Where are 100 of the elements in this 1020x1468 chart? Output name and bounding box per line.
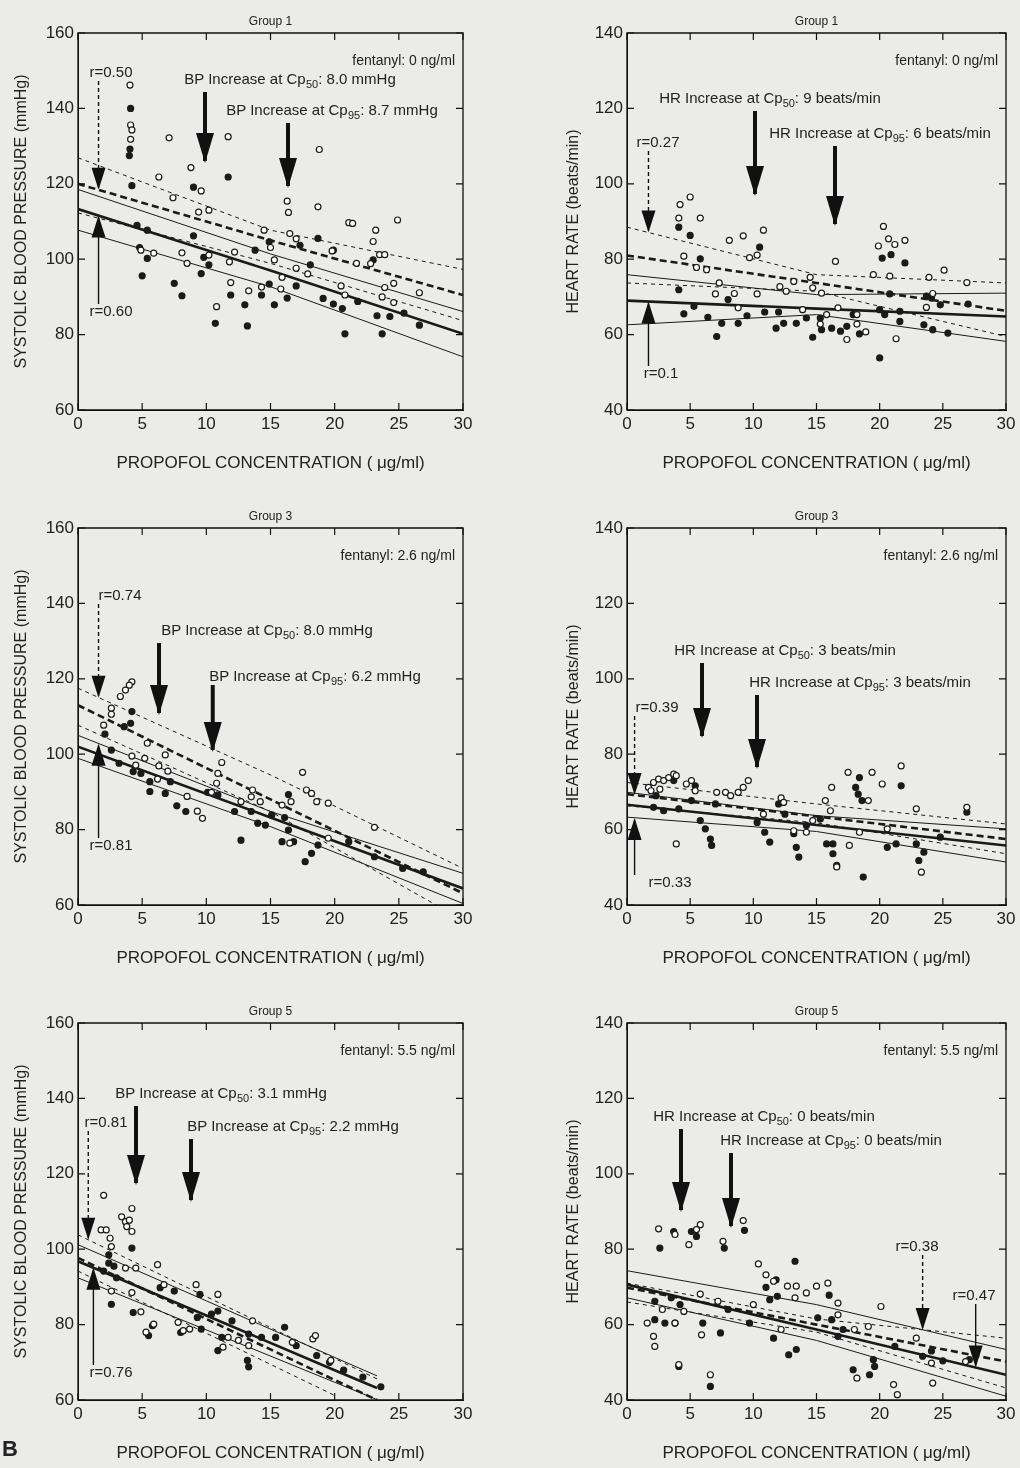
text: fentanyl: 5.5 ng/ml <box>340 1041 456 1058</box>
text: fentanyl: 0 ng/ml <box>895 51 999 68</box>
x-tick-label: 20 <box>325 413 345 433</box>
x-tick-label: 20 <box>325 1403 345 1423</box>
x-tick-label: 15 <box>807 908 826 928</box>
y-tick-label: 60 <box>604 324 623 344</box>
y-tick-label: 120 <box>594 1088 623 1108</box>
annotation: r=0.39 <box>635 698 679 716</box>
annotation: r=0.33 <box>648 873 692 891</box>
y-tick-label: 60 <box>55 1389 74 1409</box>
y-tick-label: 120 <box>594 593 623 613</box>
y-tick-label: 120 <box>45 173 74 193</box>
y-tick-label: 140 <box>594 1012 623 1032</box>
y-tick-label: 100 <box>45 248 74 268</box>
annotation: r=0.81 <box>89 836 133 854</box>
x-tick-label: 30 <box>996 413 1016 433</box>
x-tick-label: 20 <box>325 908 345 928</box>
x-tick-label: 20 <box>870 413 890 433</box>
x-tick-label: 15 <box>261 1403 280 1423</box>
y-tick-label: 140 <box>45 593 74 613</box>
x-axis-title: PROPOFOL CONCENTRATION ( μg/ml) <box>116 948 425 968</box>
x-tick-label: 20 <box>870 908 890 928</box>
chart-title: Group 5 <box>248 1004 293 1019</box>
x-tick-label: 25 <box>389 413 409 433</box>
x-tick-label: 20 <box>870 1403 890 1423</box>
x-tick-label: 10 <box>196 908 216 928</box>
x-tick-label: 0 <box>622 413 632 433</box>
y-tick-label: 120 <box>45 1163 74 1183</box>
y-tick-label: 100 <box>45 743 74 763</box>
y-tick-label: 80 <box>55 819 74 839</box>
x-axis-title: PROPOFOL CONCENTRATION ( μg/ml) <box>662 453 971 473</box>
x-tick-label: 25 <box>933 413 953 433</box>
x-tick-label: 5 <box>685 1403 695 1423</box>
y-tick-label: 80 <box>55 1314 74 1334</box>
x-tick-label: 25 <box>933 1403 953 1423</box>
x-tick-label: 15 <box>261 908 280 928</box>
chart-title: Group 1 <box>248 14 293 29</box>
y-tick-label: 100 <box>594 1163 623 1183</box>
annotation: r=0.74 <box>98 586 142 604</box>
x-tick-label: 30 <box>996 908 1016 928</box>
y-tick-label: 80 <box>604 1238 623 1258</box>
y-tick-label: 140 <box>594 517 623 537</box>
text: fentanyl: 5.5 ng/ml <box>883 1041 999 1058</box>
x-tick-label: 30 <box>453 908 473 928</box>
y-axis-title: HEART RATE (beats/min) <box>564 129 582 314</box>
y-axis-title: SYSTOLIC BLOOD PRESSURE (mmHg) <box>12 569 30 864</box>
x-axis-title: PROPOFOL CONCENTRATION ( μg/ml) <box>116 453 425 473</box>
y-tick-label: 40 <box>604 399 623 419</box>
x-tick-label: 15 <box>261 413 280 433</box>
annotation: r=0.47 <box>952 1286 996 1304</box>
y-tick-label: 100 <box>594 668 623 688</box>
y-tick-label: 80 <box>604 743 623 763</box>
x-tick-label: 0 <box>622 1403 632 1423</box>
y-axis-title: HEART RATE (beats/min) <box>564 1119 582 1304</box>
y-tick-label: 100 <box>594 173 623 193</box>
y-tick-label: 140 <box>45 1088 74 1108</box>
y-tick-label: 140 <box>594 22 623 42</box>
x-tick-label: 5 <box>137 908 147 928</box>
x-tick-label: 0 <box>622 908 632 928</box>
y-tick-label: 160 <box>45 517 74 537</box>
x-tick-label: 10 <box>196 1403 216 1423</box>
y-tick-label: 80 <box>55 324 74 344</box>
x-tick-label: 10 <box>743 908 763 928</box>
chart-title: Group 5 <box>794 1004 839 1019</box>
y-tick-label: 40 <box>604 894 623 914</box>
x-axis-title: PROPOFOL CONCENTRATION ( μg/ml) <box>116 1443 425 1463</box>
x-tick-label: 15 <box>807 413 826 433</box>
chart-title: Group 1 <box>794 14 839 29</box>
annotation: r=0.1 <box>643 364 679 382</box>
y-tick-label: 160 <box>45 1012 74 1032</box>
x-tick-label: 0 <box>73 413 83 433</box>
y-tick-label: 60 <box>55 894 74 914</box>
text: fentanyl: 2.6 ng/ml <box>883 546 999 563</box>
y-tick-label: 120 <box>45 668 74 688</box>
x-tick-label: 10 <box>196 413 216 433</box>
x-tick-label: 30 <box>453 1403 473 1423</box>
y-tick-label: 60 <box>55 399 74 419</box>
x-axis-title: PROPOFOL CONCENTRATION ( μg/ml) <box>662 1443 971 1463</box>
annotation: r=0.50 <box>89 63 133 81</box>
text: fentanyl: 2.6 ng/ml <box>340 546 456 563</box>
text: B <box>2 1436 18 1461</box>
x-tick-label: 30 <box>996 1403 1016 1423</box>
y-tick-label: 100 <box>45 1238 74 1258</box>
x-tick-label: 5 <box>685 908 695 928</box>
y-axis-title: HEART RATE (beats/min) <box>564 624 582 809</box>
y-tick-label: 120 <box>594 98 623 118</box>
x-tick-label: 0 <box>73 1403 83 1423</box>
x-tick-label: 25 <box>389 908 409 928</box>
annotation: r=0.81 <box>84 1113 128 1131</box>
x-tick-label: 5 <box>137 413 147 433</box>
x-tick-label: 30 <box>453 413 473 433</box>
y-tick-label: 160 <box>45 22 74 42</box>
y-axis-title: SYSTOLIC BLOOD PRESSURE (mmHg) <box>12 1064 30 1359</box>
chart-title: Group 3 <box>248 509 293 524</box>
x-tick-label: 25 <box>933 908 953 928</box>
x-tick-label: 5 <box>685 413 695 433</box>
annotation: r=0.60 <box>89 302 133 320</box>
y-tick-label: 80 <box>604 248 623 268</box>
y-tick-label: 60 <box>604 1314 623 1334</box>
y-tick-label: 40 <box>604 1389 623 1409</box>
